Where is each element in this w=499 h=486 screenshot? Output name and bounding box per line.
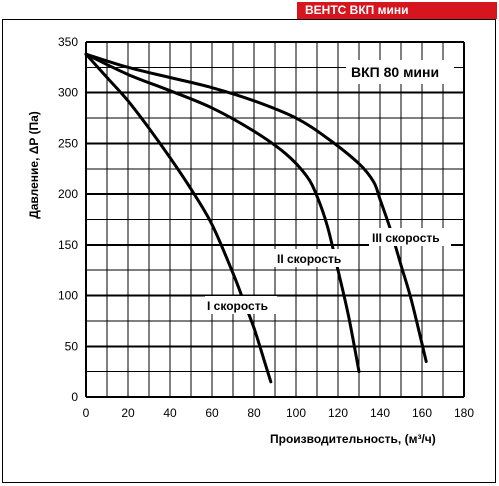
y-tick-label: 300 [58, 86, 78, 100]
series-label-3: III скорость [372, 231, 440, 245]
series-label-box-2 [274, 249, 352, 267]
series-label-2: II скорость [277, 252, 341, 266]
series-label-1: I скорость [207, 299, 268, 313]
y-tick-label: 200 [58, 187, 78, 201]
series-line-2 [84, 52, 361, 374]
x-tick-label: 100 [286, 406, 306, 420]
x-tick-label: 60 [205, 406, 219, 420]
y-tick-label: 150 [58, 238, 78, 252]
x-axis-label: Производительность, (м³/ч) [270, 432, 436, 446]
chart-title: ВКП 80 мини [351, 64, 439, 80]
grid [85, 41, 465, 398]
tick-labels: 0 20 40 60 80 100 120 140 160 180 0 50 100 150 200 250 3… [58, 35, 474, 420]
brand-tag: ВЕНТС ВКП мини [297, 2, 497, 19]
x-tick-label: 0 [83, 406, 90, 420]
series-label-box-3 [369, 228, 451, 246]
y-tick-label: 0 [71, 390, 78, 404]
y-tick-label: 250 [58, 136, 78, 150]
series-line-1 [84, 52, 273, 384]
chart-frame [2, 19, 496, 483]
x-tick-label: 40 [163, 406, 177, 420]
x-tick-label: 160 [412, 406, 432, 420]
x-tick-label: 140 [370, 406, 390, 420]
y-tick-label: 50 [65, 339, 79, 353]
x-tick-label: 80 [247, 406, 261, 420]
y-tick-label: 350 [58, 35, 78, 49]
series-label-box-1 [205, 296, 277, 314]
y-tick-label: 100 [58, 289, 78, 303]
model-title-box [346, 60, 454, 84]
x-tick-label: 180 [454, 406, 474, 420]
x-tick-label: 120 [328, 406, 348, 420]
x-tick-label: 20 [121, 406, 135, 420]
series-curves [84, 52, 428, 384]
series-line-3 [84, 52, 428, 363]
y-axis-label: Давление, ΔP (Па) [27, 111, 41, 219]
